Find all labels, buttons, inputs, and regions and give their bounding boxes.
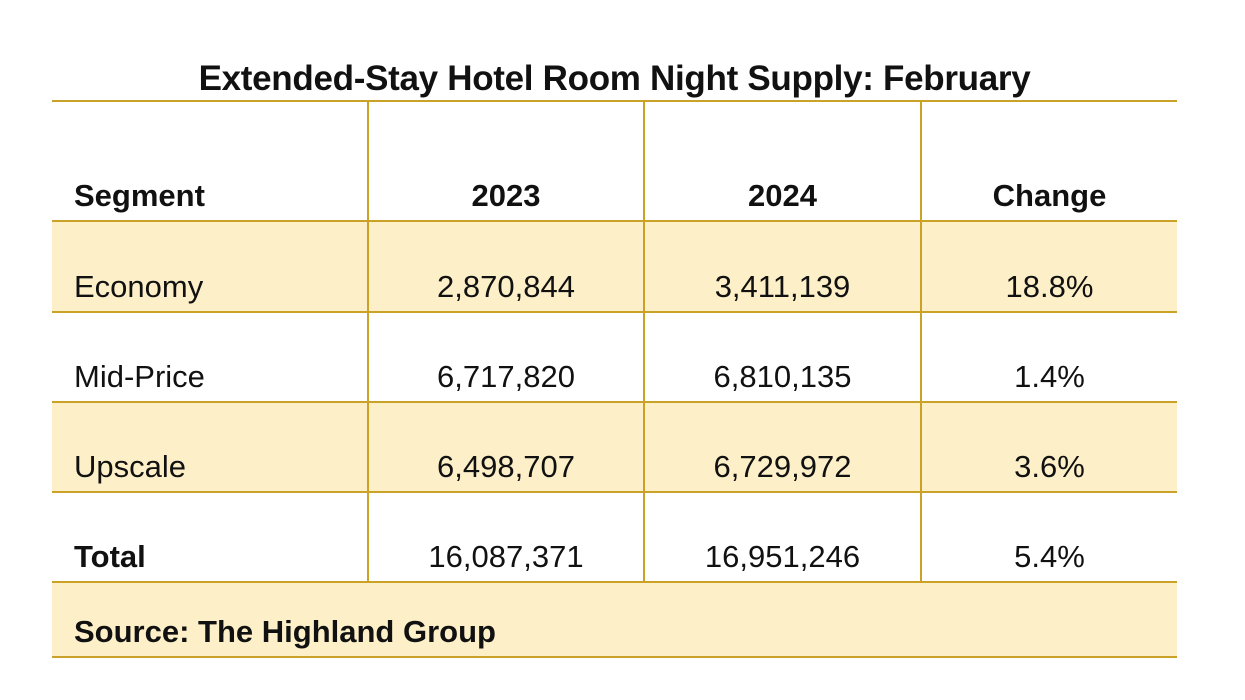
header-row: Segment 2023 2024 Change [52, 100, 1177, 222]
value-2024: 16,951,246 [643, 493, 920, 581]
segment-cell: Mid-Price [74, 359, 205, 394]
header-2024: 2024 [643, 102, 920, 220]
header-segment: Segment [74, 178, 205, 213]
segment-cell: Total [74, 539, 146, 574]
segment-cell: Upscale [74, 449, 186, 484]
value-2024: 3,411,139 [643, 222, 920, 311]
value-2023: 6,498,707 [367, 403, 643, 491]
segment-cell: Economy [74, 269, 204, 304]
value-2023: 6,717,820 [367, 313, 643, 401]
table-row: Mid-Price 6,717,820 6,810,135 1.4% [52, 313, 1177, 403]
total-row: Total 16,087,371 16,951,246 5.4% [52, 493, 1177, 583]
change-cell: 3.6% [920, 403, 1177, 491]
change-cell: 1.4% [920, 313, 1177, 401]
value-2024: 6,810,135 [643, 313, 920, 401]
value-2024: 6,729,972 [643, 403, 920, 491]
value-2023: 2,870,844 [367, 222, 643, 311]
source-note: Source: The Highland Group [74, 614, 496, 649]
table-row: Upscale 6,498,707 6,729,972 3.6% [52, 403, 1177, 493]
header-change: Change [920, 102, 1177, 220]
source-row: Source: The Highland Group [52, 583, 1177, 658]
table-title: Extended-Stay Hotel Room Night Supply: F… [198, 59, 1031, 98]
supply-table: Segment 2023 2024 Change Economy 2,870,8… [52, 100, 1177, 658]
change-cell: 5.4% [920, 493, 1177, 581]
change-cell: 18.8% [920, 222, 1177, 311]
table-row: Economy 2,870,844 3,411,139 18.8% [52, 222, 1177, 313]
value-2023: 16,087,371 [367, 493, 643, 581]
header-2023: 2023 [367, 102, 643, 220]
